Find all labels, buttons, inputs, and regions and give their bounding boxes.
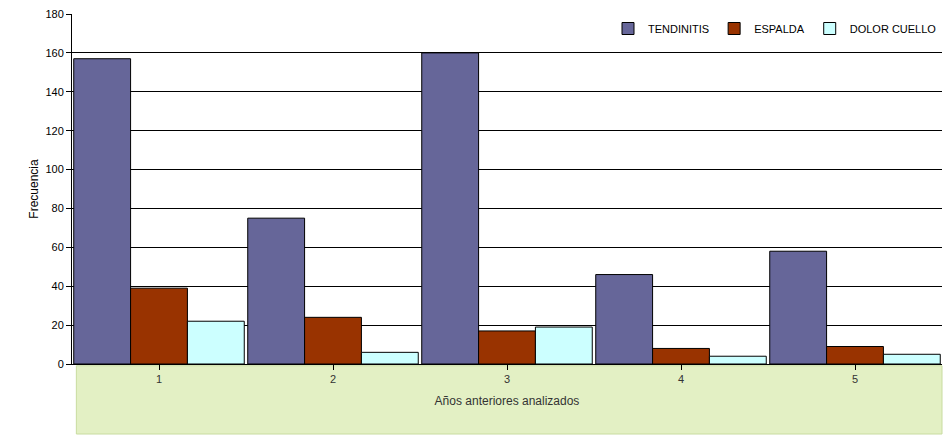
svg-text:Años anteriores analizados: Años anteriores analizados (435, 394, 580, 408)
svg-text:4: 4 (678, 373, 684, 385)
svg-text:40: 40 (52, 280, 64, 292)
svg-text:160: 160 (45, 47, 63, 59)
svg-text:100: 100 (45, 163, 63, 175)
svg-text:3: 3 (504, 373, 510, 385)
svg-text:140: 140 (45, 86, 63, 98)
svg-text:DOLOR CUELLO: DOLOR CUELLO (850, 23, 937, 35)
svg-text:2: 2 (330, 373, 336, 385)
svg-text:0: 0 (58, 358, 64, 370)
svg-text:180: 180 (45, 8, 63, 20)
svg-text:ESPALDA: ESPALDA (754, 23, 805, 35)
svg-text:TENDINITIS: TENDINITIS (648, 23, 709, 35)
svg-text:20: 20 (52, 319, 64, 331)
svg-text:80: 80 (52, 202, 64, 214)
svg-text:120: 120 (45, 125, 63, 137)
svg-text:5: 5 (852, 373, 858, 385)
svg-text:1: 1 (156, 373, 162, 385)
svg-text:60: 60 (52, 241, 64, 253)
svg-text:Frecuencia: Frecuencia (27, 159, 41, 219)
